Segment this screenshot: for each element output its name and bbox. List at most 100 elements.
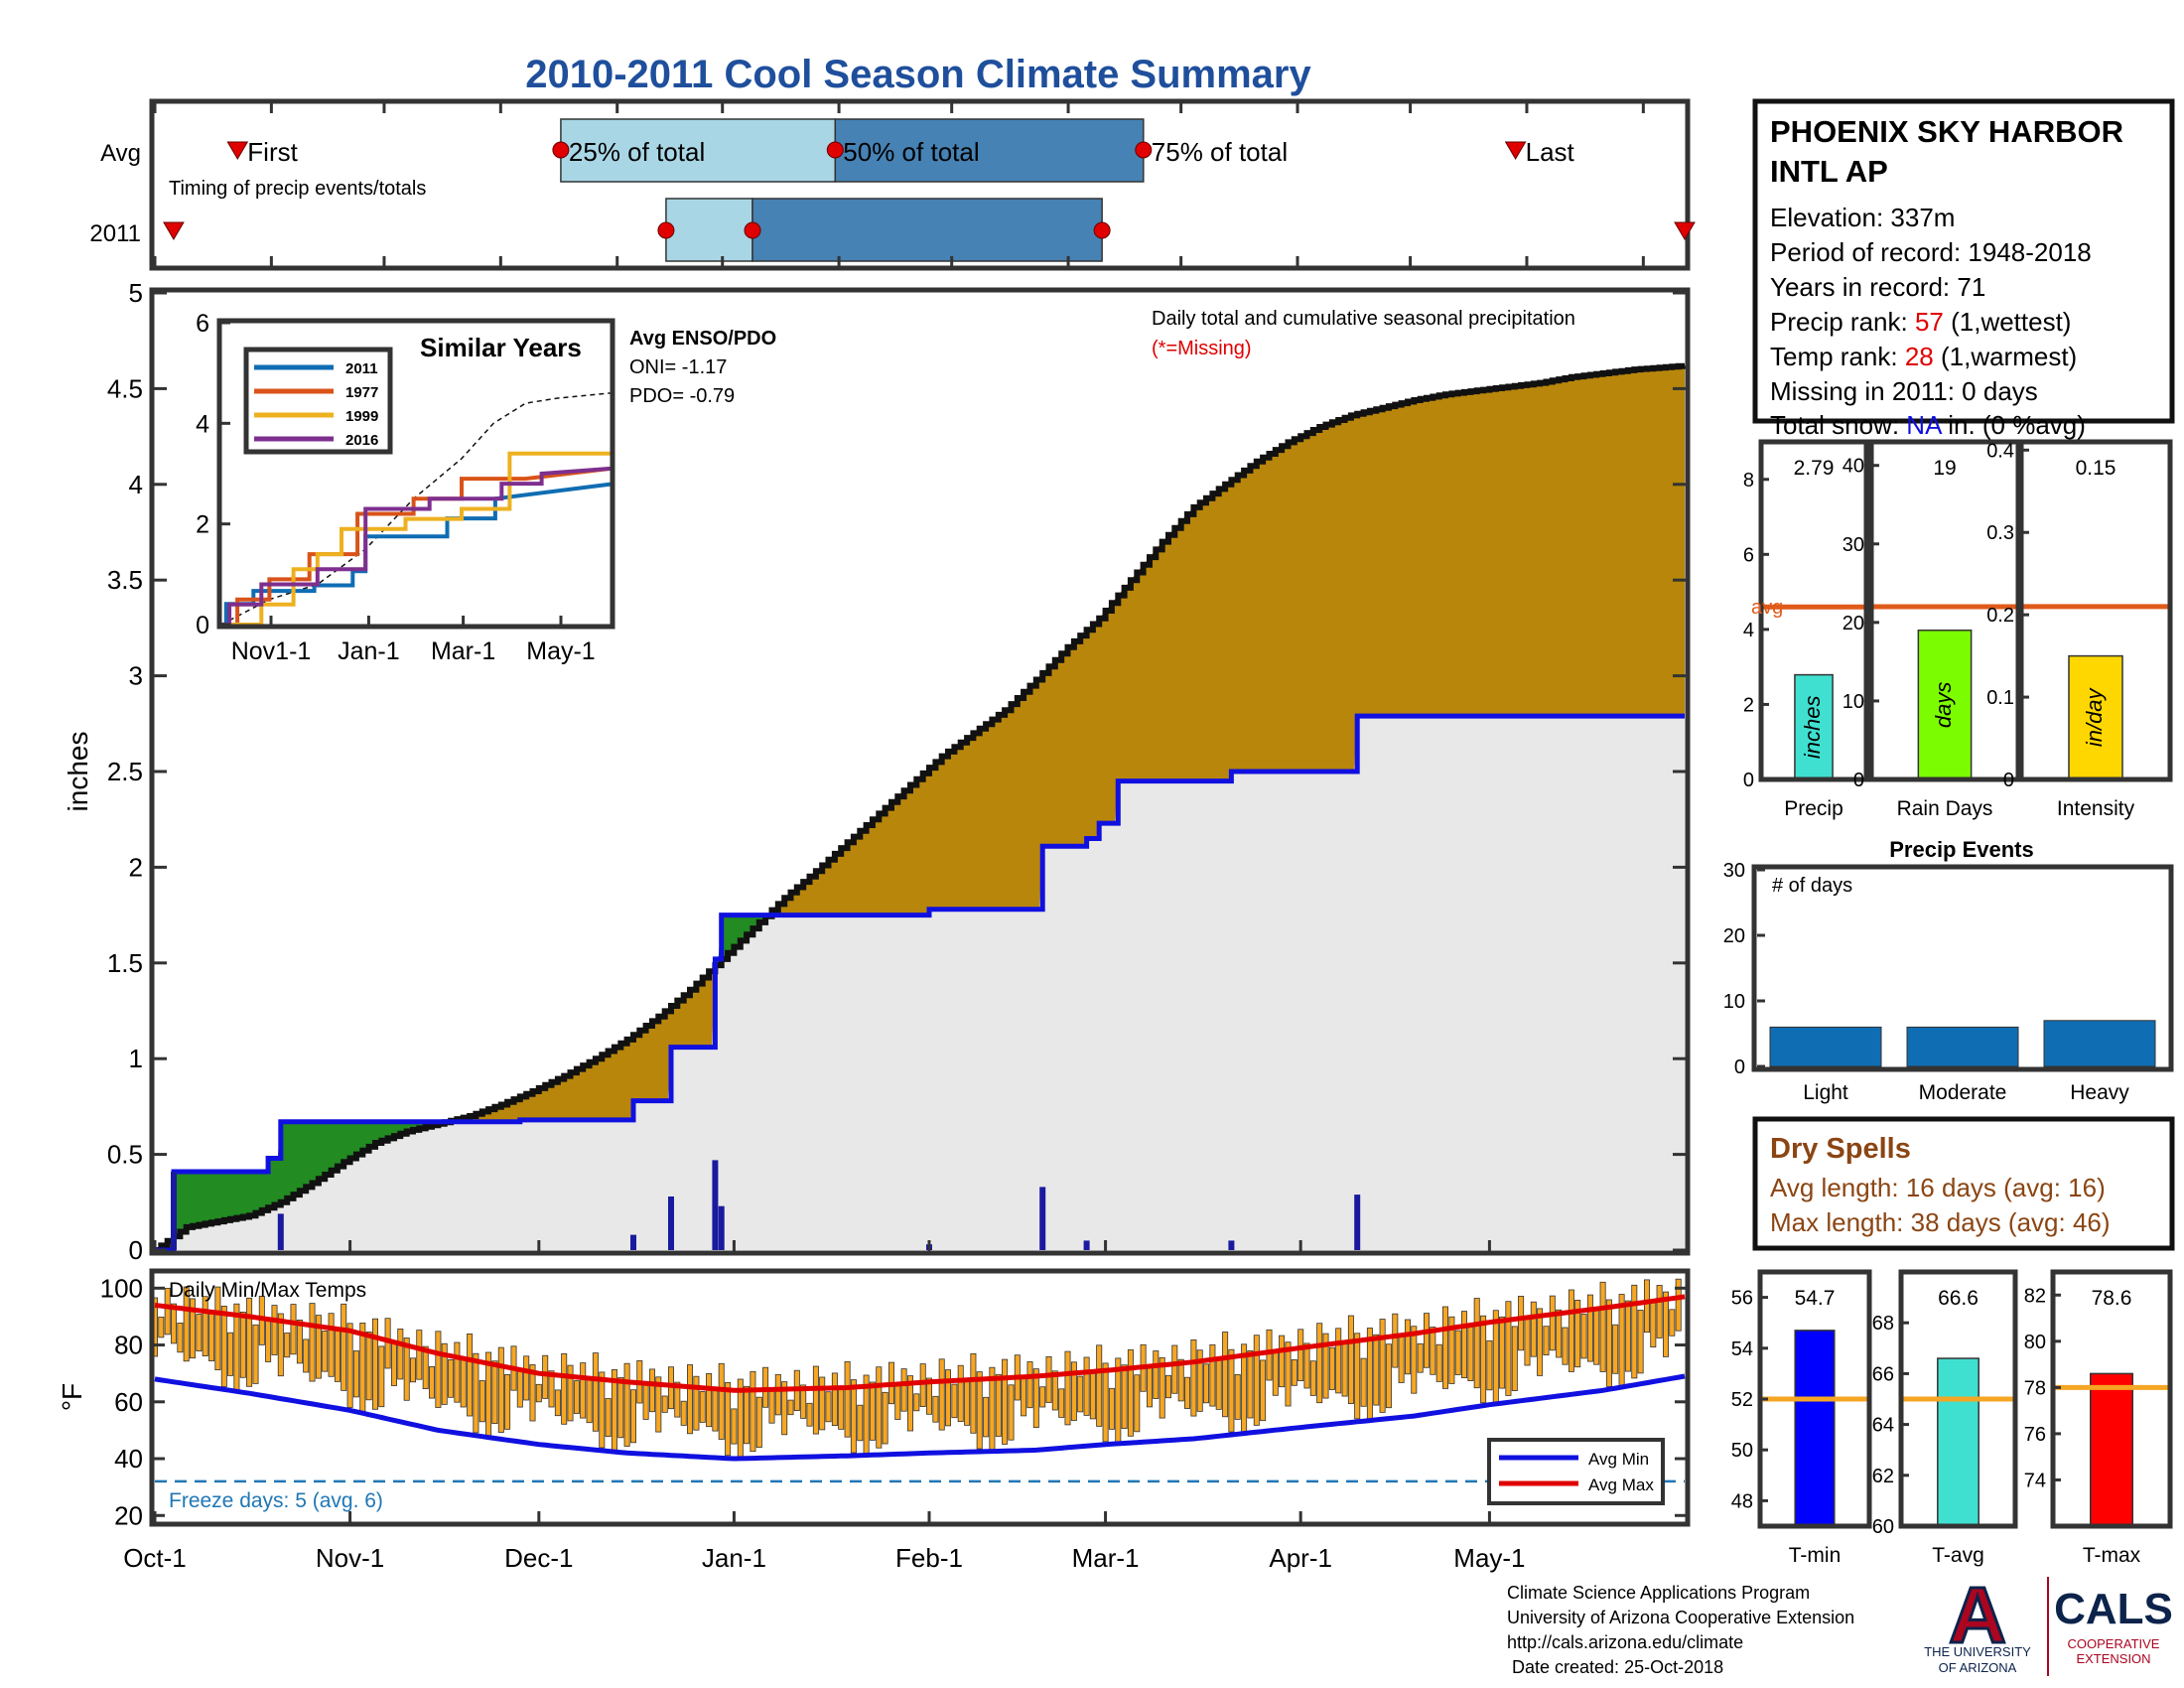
daily-temp-bar xyxy=(1568,1289,1574,1372)
daily-temp-bar xyxy=(403,1337,410,1401)
daily-temp-bar xyxy=(1260,1359,1267,1422)
inset-series-line-1977 xyxy=(221,466,612,627)
station-period: Period of record: 1948-2018 xyxy=(1770,237,2092,267)
footer-line-4: Date created: 25-Oct-2018 xyxy=(1507,1657,1723,1677)
mini-panel-value: 2.79 xyxy=(1794,457,1835,480)
daily-temp-bar xyxy=(170,1303,177,1344)
daily-temp-bar xyxy=(220,1306,227,1387)
daily-temp-bar xyxy=(1045,1356,1052,1403)
precip-events-chart: Precip Events Light Moderate Heavy0102030 … xyxy=(1723,837,2174,1104)
daily-temp-bar xyxy=(1461,1311,1468,1378)
mini-panel-bar xyxy=(2068,654,2123,780)
dry-spells-avg: Avg length: 16 days (avg: 16) xyxy=(1770,1173,2106,1202)
daily-temp-bar xyxy=(831,1372,838,1427)
daily-temp-bar xyxy=(1159,1356,1165,1419)
daily-temp-bar xyxy=(586,1377,593,1424)
daily-temp-bar xyxy=(1593,1308,1600,1365)
timing-row-avg-label: Avg xyxy=(100,140,141,167)
daily-temp-bar xyxy=(365,1332,372,1401)
daily-temp-bar xyxy=(422,1345,429,1389)
mini-panel-tick-label: 30 xyxy=(1843,534,1864,556)
daily-temp-bar xyxy=(1347,1315,1354,1404)
mini-panel-tick-label: 0.1 xyxy=(1986,687,2014,709)
mini-panel-precip: 0 2 4 6 8 2.79 Precip inches avg xyxy=(1743,439,1869,820)
daily-temp-bar xyxy=(1077,1375,1084,1413)
oni-text: ONI= -1.17 xyxy=(629,356,727,378)
season-totals-panels: 0 2 4 6 8 2.79 Precip inches avg 0 10 20 30 40 19 Rain … xyxy=(1743,439,2173,820)
daily-temp-bar xyxy=(504,1374,511,1430)
daily-temp-bar xyxy=(687,1364,694,1435)
avg-first-marker xyxy=(226,141,249,160)
inset-x-tick-label: May-1 xyxy=(526,637,595,665)
temp-y-tick-label: 80 xyxy=(114,1331,143,1360)
ua-logo: A THE UNIVERSITY OF ARIZONA xyxy=(1924,1570,2031,1676)
mini-panel-bar-text: in/day xyxy=(2082,686,2107,747)
daily-temp-bar xyxy=(303,1338,310,1373)
daily-temp-bar xyxy=(869,1381,876,1441)
daily-temp-bar xyxy=(1417,1342,1424,1373)
event-category-label: Light xyxy=(1803,1081,1848,1104)
avg-last-marker xyxy=(1504,141,1527,160)
daily-temp-bar xyxy=(535,1383,542,1403)
daily-temp-bar xyxy=(1297,1329,1304,1382)
avg-max-line xyxy=(154,1294,1686,1393)
timing-panel: Avg 2011 Timing of precip events/totals … xyxy=(89,98,1696,271)
daily-temp-bar xyxy=(1089,1371,1096,1420)
daily-temp-bar xyxy=(478,1380,485,1423)
daily-temp-bar xyxy=(1650,1300,1657,1348)
daily-temp-bar xyxy=(1435,1343,1442,1382)
y2011-q1-box xyxy=(665,198,753,262)
daily-precip-bar xyxy=(718,1205,725,1250)
inset-y-tick-label: 0 xyxy=(196,612,209,639)
daily-temp-bar xyxy=(1121,1364,1128,1429)
mini-panel-frame xyxy=(1898,1269,2018,1529)
station-missing: Missing in 2011: 0 days xyxy=(1770,376,2038,406)
mini-panel-bar-text: inches xyxy=(1800,696,1825,760)
mini-panel-rain-days: 0 10 20 30 40 19 Rain Days days xyxy=(1843,439,2021,820)
daily-temp-bar xyxy=(1266,1329,1273,1381)
daily-temp-bar xyxy=(416,1330,423,1380)
daily-temp-bar xyxy=(599,1371,606,1449)
daily-temp-bar xyxy=(252,1324,259,1384)
station-years: Years in record: 71 xyxy=(1770,272,1985,302)
daily-temp-bar xyxy=(894,1383,901,1420)
daily-temp-bar xyxy=(1499,1316,1506,1389)
mini-panel-tick-label: 80 xyxy=(2024,1332,2046,1353)
events-tick-label: 30 xyxy=(1723,860,1745,882)
year-2011-cumulative-line xyxy=(155,713,1685,1253)
pdo-text: PDO= -0.79 xyxy=(629,385,735,407)
main-y-tick-label: 1 xyxy=(129,1044,143,1073)
daily-temp-bar xyxy=(296,1320,303,1364)
y2011-q75-marker xyxy=(1093,221,1111,239)
daily-temp-bar xyxy=(202,1296,208,1356)
avg-q50-marker xyxy=(826,141,844,159)
daily-temp-bar xyxy=(1675,1278,1682,1332)
daily-temp-bar xyxy=(1026,1361,1033,1409)
mini-panel-tick-label: 40 xyxy=(1843,456,1864,478)
mini-panel-tick-label: 62 xyxy=(1872,1466,1894,1487)
daily-temp-bar xyxy=(983,1396,990,1438)
daily-temp-bar xyxy=(1486,1339,1493,1391)
mini-panel-value: 19 xyxy=(1933,457,1956,480)
daily-temp-bar xyxy=(497,1346,504,1433)
daily-temp-bar xyxy=(1492,1310,1499,1406)
daily-temp-bar xyxy=(227,1332,234,1376)
inset-x-tick-label: Jan-1 xyxy=(338,637,400,665)
inset-series-line-1999 xyxy=(221,451,611,627)
daily-temp-bar xyxy=(957,1364,964,1422)
mini-panel-tick-label: 0 xyxy=(1743,770,1754,791)
daily-temp-bar xyxy=(1021,1376,1027,1417)
main-y-tick-label: 2 xyxy=(129,852,143,882)
daily-temp-bar xyxy=(1631,1284,1638,1379)
daily-temp-bar xyxy=(919,1363,926,1407)
x-tick-label: Dec-1 xyxy=(504,1543,573,1573)
daily-temp-bar xyxy=(1618,1294,1625,1389)
mini-panel-tick-label: 0.2 xyxy=(1986,605,2014,627)
daily-temp-bar xyxy=(428,1366,435,1399)
mini-panel-label: Rain Days xyxy=(1897,797,1993,820)
daily-temp-bar xyxy=(1549,1295,1556,1351)
daily-precip-bar xyxy=(277,1213,284,1250)
y2011-q25-marker xyxy=(657,221,675,239)
mini-panel-tick-label: 74 xyxy=(2024,1470,2046,1491)
